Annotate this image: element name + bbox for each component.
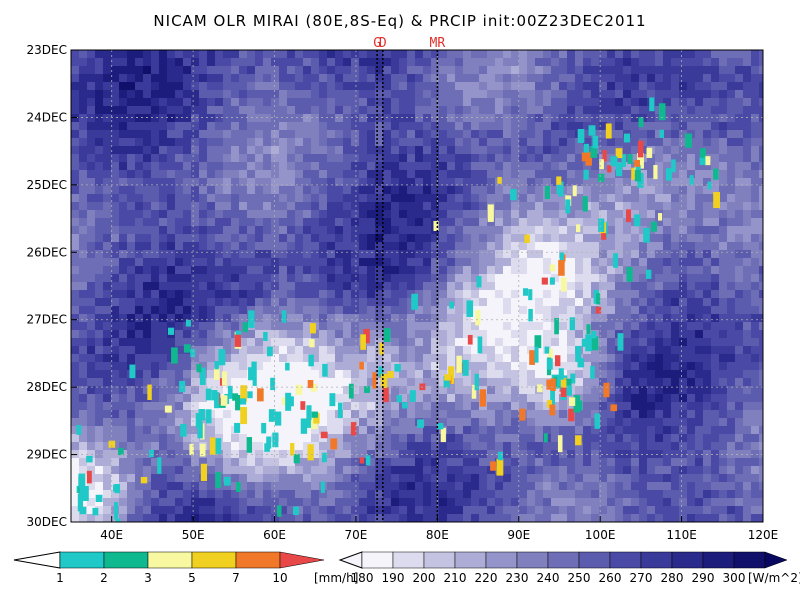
colorbar-swatch [147, 551, 193, 569]
colorbar-swatch [59, 551, 105, 569]
colorbar-arrow-right [279, 551, 325, 569]
colorbar-label: 230 [506, 571, 529, 585]
colorbar-swatch [485, 551, 518, 569]
colorbar-swatch [547, 551, 580, 569]
colorbar-swatch [423, 551, 456, 569]
colorbar-swatch [609, 551, 642, 569]
x-tick-label: 120E [748, 528, 779, 542]
x-tick-label: 70E [345, 528, 368, 542]
x-tick-label: 40E [100, 528, 123, 542]
colorbar-label: 2 [100, 571, 108, 585]
olr-colorbar: 180 190 200 210 220 230 240 250 260 270 280 290 300[… [338, 551, 800, 585]
colorbar-label: 270 [630, 571, 653, 585]
colorbar-swatch [191, 551, 237, 569]
colorbar-swatch [392, 551, 425, 569]
colorbar-swatch [454, 551, 487, 569]
olr-field [71, 50, 763, 522]
colorbar-swatch [640, 551, 673, 569]
y-tick-label: 28DEC [27, 380, 67, 394]
colorbar-label: 290 [692, 571, 715, 585]
colorbar-swatch [516, 551, 549, 569]
precip-field [76, 97, 721, 522]
precip-colorbar: 1 2 3 5 7 10 [mm/h] [13, 551, 358, 585]
colorbar-label: 220 [475, 571, 498, 585]
colorbar-arrow-right [764, 551, 788, 569]
colorbar-label: 1 [56, 571, 64, 585]
colorbar-swatch [361, 551, 394, 569]
colorbar-unit: [mm/h] [314, 571, 358, 585]
location-markers: GD MR [373, 36, 445, 522]
x-tick-label: 90E [507, 528, 530, 542]
colorbar-arrow-left [338, 551, 363, 569]
y-axis: 23DEC 24DEC 25DEC 26DEC 27DEC 28DEC 29DEC 30DEC [27, 43, 77, 529]
colorbar-label: 180 [351, 571, 374, 585]
y-tick-label: 24DEC [27, 110, 67, 124]
x-axis: 40E 50E 60E 70E 80E 90E 100E 110E 120E [100, 516, 778, 542]
x-tick-label: 100E [585, 528, 616, 542]
colorbar-label: 300 [723, 571, 746, 585]
colorbar-swatch [103, 551, 149, 569]
colorbar-swatch [235, 551, 281, 569]
colorbar-unit: [W/m^2] [748, 571, 800, 585]
marker-label: MR [430, 36, 446, 51]
colorbar-label: 280 [661, 571, 684, 585]
x-tick-label: 50E [182, 528, 205, 542]
colorbar-swatch [733, 551, 766, 569]
colorbar-swatch [578, 551, 611, 569]
colorbar-swatch [702, 551, 735, 569]
y-tick-label: 26DEC [27, 245, 67, 259]
x-tick-label: 80E [426, 528, 449, 542]
colorbar-label: 5 [188, 571, 196, 585]
y-tick-label: 29DEC [27, 448, 67, 462]
colorbar-label: 7 [232, 571, 240, 585]
colorbar-label: 3 [144, 571, 152, 585]
marker-label: G [373, 36, 381, 51]
colorbar-swatch [671, 551, 704, 569]
colorbar-arrow-left [13, 551, 61, 569]
x-tick-label: 110E [666, 528, 697, 542]
colorbar-label: 190 [382, 571, 405, 585]
colorbar-label: 10 [272, 571, 287, 585]
chart-title: NICAM OLR MIRAI (80E,8S-Eq) & PRCIP init… [153, 12, 647, 30]
colorbar-label: 240 [537, 571, 560, 585]
marker-label: D [379, 36, 387, 51]
y-tick-label: 30DEC [27, 515, 67, 529]
colorbar-label: 200 [413, 571, 436, 585]
colorbar-label: 250 [568, 571, 591, 585]
y-tick-label: 25DEC [27, 178, 67, 192]
grid-lines [71, 50, 763, 522]
y-tick-label: 27DEC [27, 313, 67, 327]
plot-frame [70, 49, 764, 523]
colorbar-label: 260 [599, 571, 622, 585]
x-tick-label: 60E [263, 528, 286, 542]
colorbar-label: 210 [444, 571, 467, 585]
y-tick-label: 23DEC [27, 43, 67, 57]
